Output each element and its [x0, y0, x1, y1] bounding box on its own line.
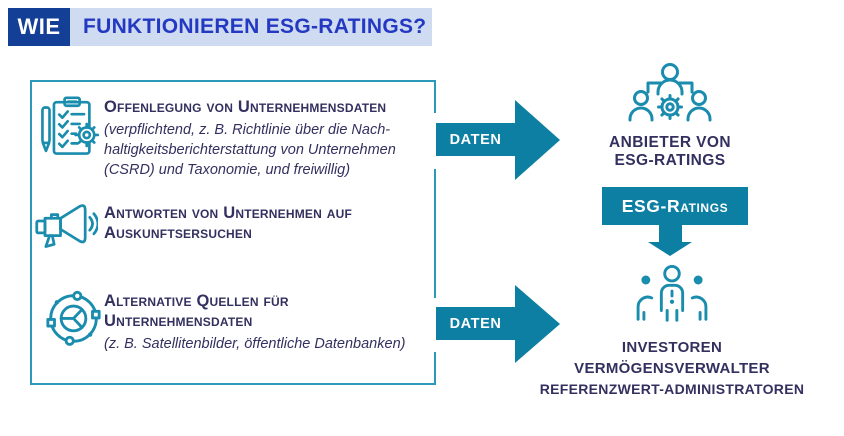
satellite-data-icon [46, 290, 101, 346]
down-arrow-stem [659, 225, 682, 242]
team-gear-icon [628, 63, 712, 122]
daten-arrow-top: DATEN [436, 100, 560, 180]
daten-arrow-top-label: DATEN [436, 123, 515, 156]
source-item-alternative: Alternative Quellen für Unternehmensdate… [104, 292, 406, 352]
source-item-note: (verpflichtend, z. B. Richtlinie über di… [104, 122, 396, 178]
page-title: FUNKTIONIEREN ESG-RATINGS? [70, 8, 432, 46]
esg-ratings-box: ESG-Ratings [602, 187, 748, 225]
daten-arrow-bottom: DATEN [436, 285, 560, 363]
arrow-head [515, 100, 560, 180]
providers-label: ANBIETER VON ESG-RATINGS [609, 134, 731, 169]
source-item-title: Offenlegung von Unternehmensdaten [104, 98, 387, 116]
users-label: INVESTOREN VERMÖGENSVERWALTER REFERENZWE… [539, 339, 805, 397]
down-arrow-head [648, 242, 692, 256]
title-bar: WIE FUNKTIONIEREN ESG-RATINGS? [8, 8, 432, 46]
title-badge: WIE [8, 8, 70, 46]
data-sources-panel: Offenlegung von Unternehmensdaten (verpf… [30, 80, 436, 385]
arrow-head [515, 285, 560, 363]
megaphone-icon [35, 204, 98, 248]
investors-group-icon [636, 264, 708, 322]
clipboard-checklist-icon [41, 96, 100, 155]
daten-arrow-bottom-label: DATEN [436, 307, 515, 340]
source-item-answers: Antworten von Unternehmen auf Auskunftse… [104, 204, 353, 242]
source-item-disclosure: Offenlegung von Unternehmensdaten (verpf… [104, 97, 396, 180]
